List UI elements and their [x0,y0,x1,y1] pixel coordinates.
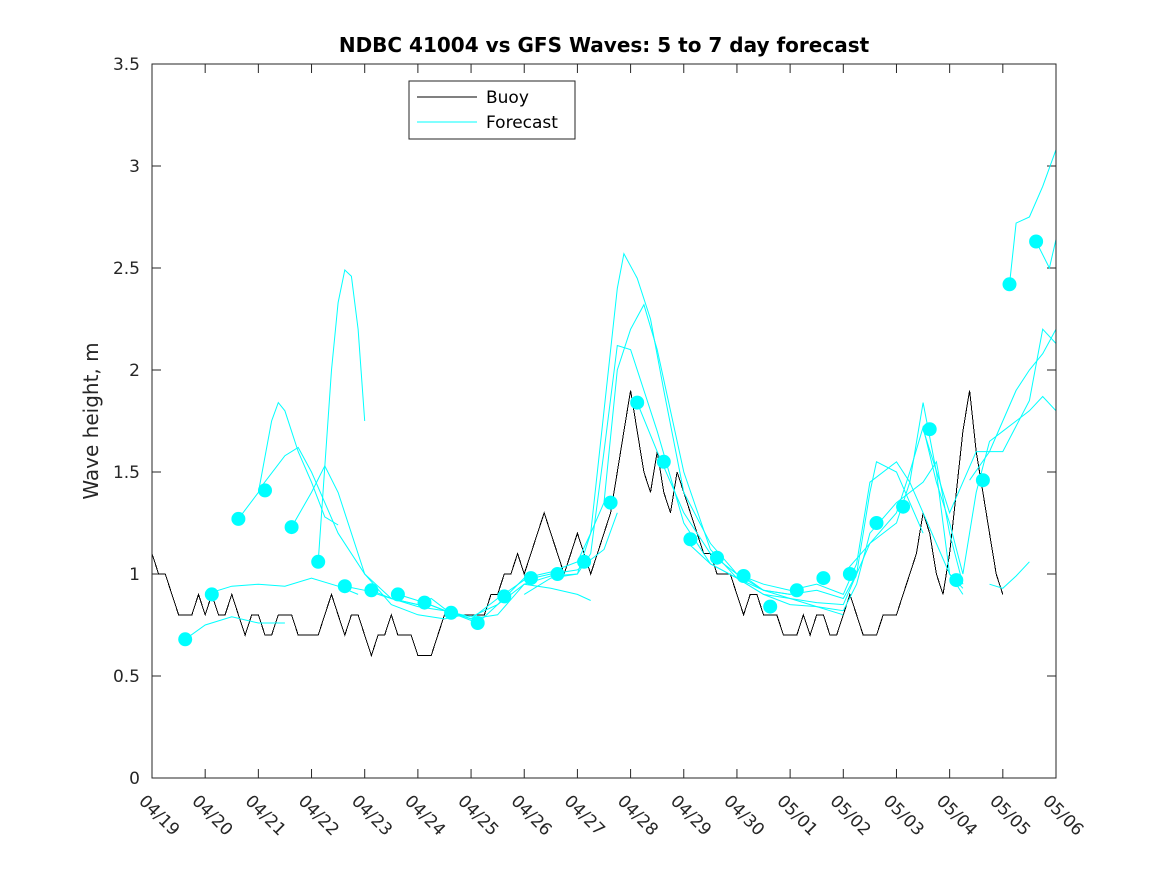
forecast-series-line [842,395,1057,575]
y-tick-label: 2 [129,361,140,381]
forecast-point [577,554,592,569]
x-tick-label: 05/03 [879,791,928,840]
forecast-point [763,599,778,614]
forecast-series-line [969,328,1057,481]
forecast-point [975,473,990,488]
y-tick-label: 0 [129,769,140,789]
forecast-point [949,573,964,588]
x-tick-label: 05/02 [826,791,875,840]
x-tick-label: 04/30 [719,791,768,840]
forecast-point [311,554,326,569]
forecast-series-line [184,616,285,640]
forecast-series-line [397,252,791,618]
forecast-point [337,579,352,594]
forecast-series-line [1009,149,1057,285]
forecast-point [284,520,299,535]
forecast-point [178,632,193,647]
forecast-point [470,616,485,630]
forecast-point [842,567,857,581]
forecast-point [603,495,618,510]
y-axis: 0 0.5 1 1.5 2 2.5 3 3.5 [113,55,1056,789]
forecast-series-line [291,464,465,620]
plot-frame [151,63,1057,779]
forecast-series-line [258,446,419,606]
forecast-point [550,567,565,581]
chart-title: NDBC 41004 vs GFS Waves: 5 to 7 day fore… [339,33,870,57]
x-tick-label: 05/06 [1038,791,1087,840]
y-tick-label: 1 [129,565,140,585]
forecast-point [204,587,219,602]
y-tick-label: 1.5 [113,463,140,483]
forecast-point [683,532,698,547]
forecast-point [444,605,459,620]
x-tick-label: 04/28 [613,791,662,840]
forecast-series-line [317,269,366,562]
forecast-point [816,571,831,586]
x-tick-label: 04/27 [560,791,609,840]
x-tick-label: 04/25 [454,791,503,840]
forecast-point [1002,277,1017,292]
forecast-point [1029,234,1044,249]
legend-label-buoy: Buoy [486,88,529,108]
forecast-point [390,587,405,602]
x-tick-label: 05/05 [985,791,1034,840]
x-tick-label: 04/21 [241,791,290,840]
x-tick-label: 04/22 [294,791,343,840]
series-layer [151,149,1057,658]
x-tick-label: 04/23 [347,791,396,840]
y-axis-label: Wave height, m [79,342,103,499]
plot-background [152,64,1056,778]
forecast-point [710,550,724,565]
forecast-point [656,454,671,469]
forecast-point [896,499,911,514]
forecast-series-line [743,460,964,612]
x-tick-label: 04/20 [188,791,237,840]
legend: Buoy Forecast [408,80,576,140]
x-tick-label: 04/29 [666,791,715,840]
forecast-point [364,583,379,598]
forecast-point [497,589,512,604]
forecast-point [523,571,538,586]
legend-label-forecast: Forecast [486,113,558,133]
forecast-series-line [1035,239,1057,270]
legend-box [408,80,576,140]
forecast-point [869,516,884,530]
x-tick-label: 04/19 [134,791,183,840]
forecast-point [922,422,937,437]
x-tick-label: 05/01 [773,791,822,840]
forecast-series-line [989,561,1030,589]
y-tick-label: 0.5 [113,667,140,687]
forecast-series-line [238,401,339,526]
x-tick-label: 05/04 [932,791,981,840]
forecast-series-line [636,402,964,596]
buoy-series-line [151,390,1004,658]
y-tick-label: 2.5 [113,259,140,279]
forecast-point [630,395,645,410]
forecast-point [417,595,432,610]
forecast-point [736,569,751,583]
forecast-point [258,483,272,498]
y-tick-label: 3 [129,157,140,177]
y-tick-label: 3.5 [113,55,140,75]
forecast-point [231,511,246,526]
x-tick-label: 04/26 [507,791,556,840]
forecast-point [789,583,804,598]
x-tick-label: 04/24 [400,791,449,840]
